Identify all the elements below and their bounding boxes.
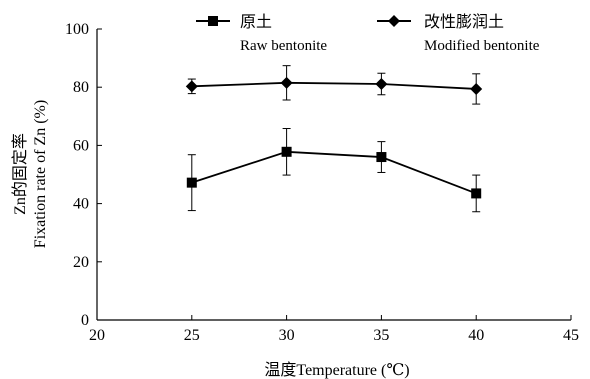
legend-label-raw-cn: 原土	[240, 13, 272, 31]
y-axis-label-en: Fixation rate of Zn (%)	[32, 100, 49, 248]
data-point-square	[186, 177, 197, 188]
data-point-diamond	[470, 82, 483, 95]
y-tick-label: 40	[73, 196, 89, 213]
data-point-diamond	[185, 80, 198, 93]
x-tick-label: 40	[468, 327, 484, 344]
data-point-square	[471, 188, 482, 199]
legend-label-modified-cn: 改性膨润土	[424, 13, 504, 31]
legend-marker-square	[208, 16, 218, 26]
data-point-square	[376, 152, 387, 163]
data-point-diamond	[280, 76, 293, 89]
x-tick-label: 25	[184, 327, 200, 344]
y-tick-label: 0	[81, 312, 89, 329]
y-tick-label: 80	[73, 79, 89, 96]
data-point-diamond	[375, 77, 388, 90]
x-axis-ticks: 20 25 30 35 40 45	[89, 315, 579, 344]
y-axis-ticks: 0 20 40 60 80 100	[65, 21, 102, 329]
series-line-modified	[191, 81, 477, 90]
x-tick-label: 45	[563, 327, 579, 344]
data-point-square	[281, 146, 292, 157]
legend-label-raw-en: Raw bentonite	[240, 38, 327, 54]
legend-item-raw: 原土 Raw bentonite	[196, 13, 327, 54]
legend-item-modified: 改性膨润土 Modified bentonite	[377, 13, 540, 54]
x-tick-label: 30	[279, 327, 295, 344]
x-tick-label: 20	[89, 327, 105, 344]
legend-marker-diamond	[388, 15, 400, 27]
y-tick-label: 100	[65, 21, 89, 38]
series-raw	[186, 128, 482, 213]
axes	[96, 29, 571, 321]
series-layer	[185, 65, 483, 213]
y-tick-label: 20	[73, 254, 89, 271]
y-tick-label: 60	[73, 137, 89, 154]
y-axis-label-cn: Zn的固定率	[11, 133, 29, 215]
legend-label-modified-en: Modified bentonite	[424, 38, 540, 54]
series-modified	[185, 65, 483, 105]
legend: 原土 Raw bentonite 改性膨润土 Modified bentonit…	[196, 13, 540, 54]
series-line-raw	[191, 150, 477, 195]
x-axis-label: 温度Temperature (℃)	[264, 361, 409, 379]
x-tick-label: 35	[373, 327, 389, 344]
